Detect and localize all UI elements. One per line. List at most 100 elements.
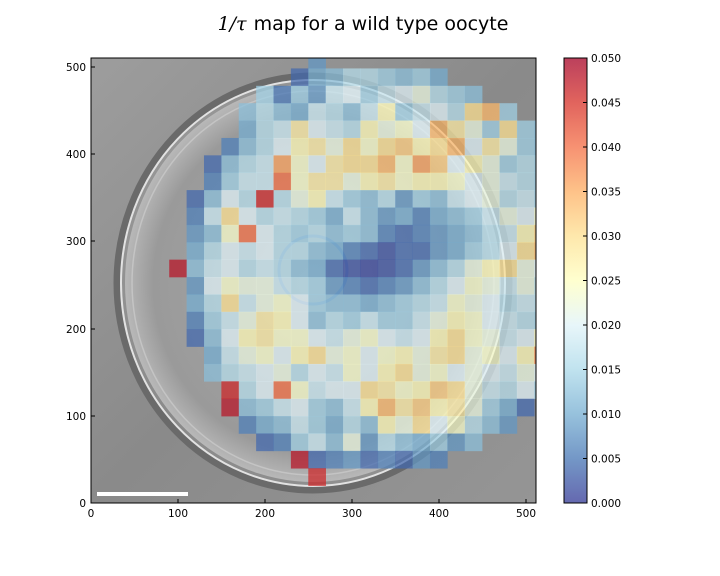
heatmap-cell (395, 381, 413, 400)
x-tick-label: 400 (429, 508, 449, 520)
heatmap-cell (290, 277, 309, 295)
heatmap-cell (221, 242, 240, 260)
heatmap-cell (377, 311, 396, 330)
heatmap-cell (377, 190, 396, 208)
heatmap-cell (377, 137, 396, 156)
heatmap-cell (377, 103, 396, 121)
heatmap-cell (360, 172, 379, 191)
heatmap-cell (412, 242, 431, 260)
heatmap-cell (516, 190, 535, 208)
colorbar-tick-label: 0.025 (591, 276, 621, 288)
heatmap-cell (482, 329, 500, 347)
heatmap-cell (377, 259, 396, 278)
heatmap-cell (256, 120, 274, 139)
heatmap-cell (447, 398, 466, 417)
heatmap-cell (273, 224, 292, 243)
heatmap-cell (325, 311, 344, 330)
heatmap-cell (412, 416, 431, 434)
heatmap-cell (499, 172, 518, 191)
heatmap-cell (273, 363, 292, 382)
heatmap-cell (325, 329, 344, 347)
heatmap-cell (308, 329, 326, 347)
heatmap-cell (360, 68, 379, 87)
heatmap-cell (221, 363, 240, 382)
heatmap-cell (343, 190, 361, 208)
heatmap-cell (290, 433, 309, 452)
heatmap-cell (412, 85, 431, 104)
heatmap-cell (360, 242, 379, 260)
colorbar-tick-label: 0.000 (591, 498, 621, 510)
heatmap-cell (325, 120, 344, 139)
heatmap-cell (325, 155, 344, 174)
heatmap-cell (499, 277, 518, 295)
heatmap-cell (499, 137, 518, 156)
heatmap-cell (343, 207, 361, 226)
heatmap-cell (290, 207, 309, 226)
heatmap-cell (343, 242, 361, 260)
heatmap-cell (273, 137, 292, 156)
colorbar-tick-label: 0.045 (591, 98, 621, 110)
heatmap-cell (412, 294, 431, 313)
heatmap-cell (534, 137, 536, 156)
heatmap-cell (447, 346, 466, 365)
heatmap-cell (221, 294, 240, 313)
heatmap-cell (360, 450, 379, 469)
heatmap-cell (499, 120, 518, 139)
heatmap-cell (203, 172, 222, 191)
heatmap-cell (464, 381, 483, 400)
heatmap-cell (256, 155, 274, 174)
heatmap-cell (447, 381, 466, 400)
heatmap-cell (447, 103, 466, 121)
heatmap-cell (412, 172, 431, 191)
colorbar-tick-label: 0.050 (591, 53, 621, 65)
heatmap-cell (256, 294, 274, 313)
heatmap-cell (343, 259, 361, 278)
heatmap-cell (360, 416, 379, 434)
heatmap-cell (447, 433, 466, 452)
heatmap-cell (482, 172, 500, 191)
heatmap-cell (308, 190, 326, 208)
heatmap-cell (343, 85, 361, 104)
heatmap-cell (482, 259, 500, 278)
heatmap-cell (203, 329, 222, 347)
heatmap-cell (464, 294, 483, 313)
heatmap-cell (534, 172, 536, 191)
heatmap-cell (256, 224, 274, 243)
heatmap-cell (325, 242, 344, 260)
heatmap-cell (256, 190, 274, 208)
heatmap-cell (256, 329, 274, 347)
heatmap-cell (534, 259, 536, 278)
heatmap-cell (516, 172, 535, 191)
heatmap-cell (464, 190, 483, 208)
heatmap-cell (482, 346, 500, 365)
heatmap-cell (308, 242, 326, 260)
colorbar-ticks: 0.000 0.005 0.010 0.015 0.020 0.025 0.030 0.035… (583, 53, 621, 510)
heatmap-cell (516, 137, 535, 156)
heatmap-cell (395, 242, 413, 260)
heatmap-cell (290, 363, 309, 382)
heatmap-cell (534, 329, 536, 347)
heatmap-cell (499, 381, 518, 400)
heatmap-cell (534, 224, 536, 243)
heatmap-cell (429, 68, 448, 87)
heatmap-cell (429, 416, 448, 434)
heatmap-cell (377, 68, 396, 87)
heatmap-cell (516, 224, 535, 243)
y-tick-label: 300 (66, 236, 86, 248)
heatmap-cell (516, 120, 535, 139)
heatmap-cell (308, 137, 326, 156)
heatmap-cell (256, 103, 274, 121)
heatmap-cell (238, 137, 257, 156)
chart-title: 1/τ map for a wild type oocyte (218, 13, 509, 35)
heatmap-cell (238, 103, 257, 121)
heatmap-cell (360, 294, 379, 313)
heatmap-cell (308, 381, 326, 400)
heatmap-cell (256, 172, 274, 191)
plot-frame (90, 57, 537, 504)
heatmap-cell (412, 277, 431, 295)
heatmap-cell (325, 68, 344, 87)
heatmap-cell (534, 277, 536, 295)
heatmap-cell (308, 207, 326, 226)
heatmap-cell (290, 329, 309, 347)
heatmap-cell (290, 294, 309, 313)
